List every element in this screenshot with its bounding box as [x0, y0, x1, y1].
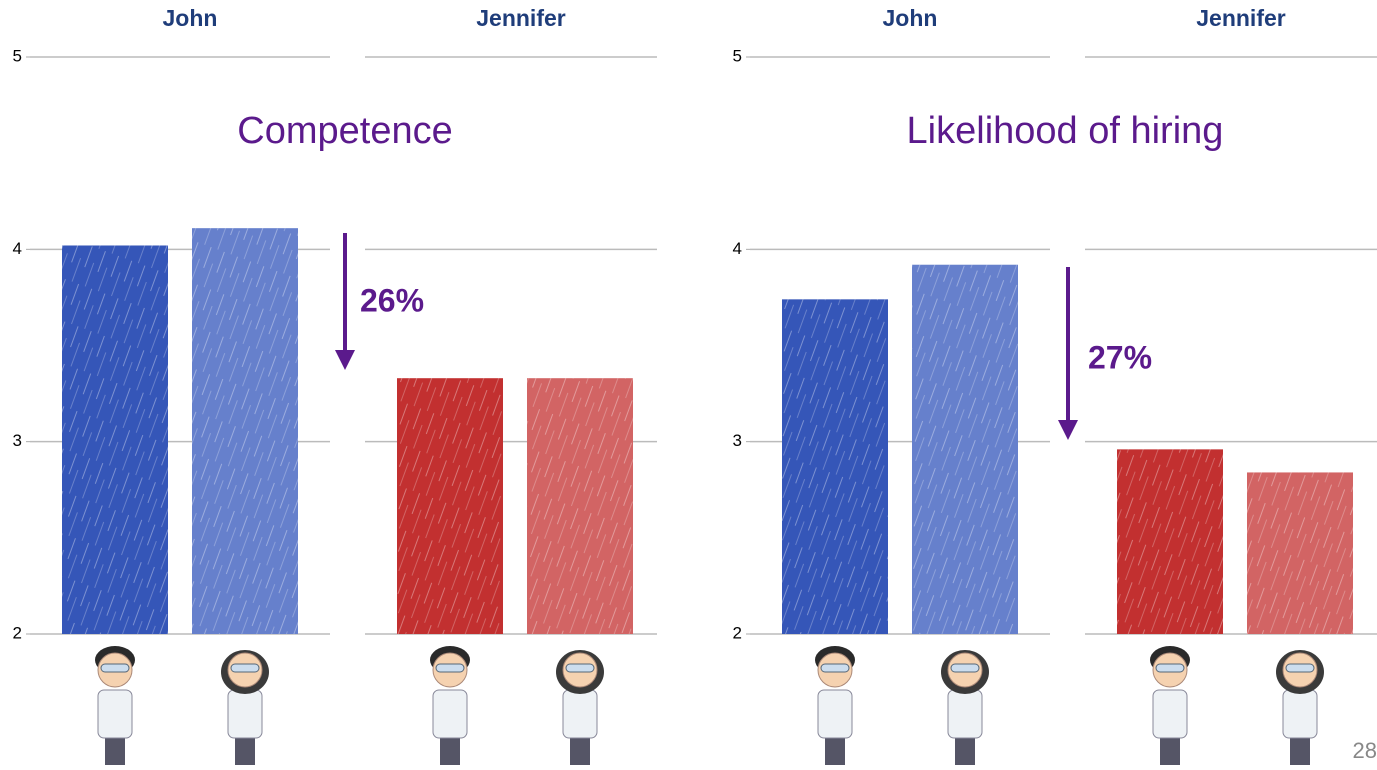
legs: [105, 730, 125, 765]
coat: [1152, 689, 1188, 739]
goggles: [1155, 663, 1185, 673]
group-label: Jennifer: [1196, 5, 1286, 31]
legs: [825, 730, 845, 765]
y-tick-label: 2: [733, 623, 742, 642]
y-tick-label: 4: [733, 239, 742, 258]
legs: [570, 730, 590, 765]
y-tick-label: 3: [13, 431, 22, 450]
coat: [947, 689, 983, 739]
goggles: [230, 663, 260, 673]
legs: [235, 730, 255, 765]
group-label: John: [883, 5, 938, 31]
bar-texture: [192, 228, 298, 634]
coat: [1282, 689, 1318, 739]
bar-texture: [397, 378, 503, 634]
coat: [227, 689, 263, 739]
legs: [955, 730, 975, 765]
scientist-icon: [1150, 646, 1190, 765]
scientist-icon: [941, 650, 989, 765]
y-tick-label: 4: [13, 239, 22, 258]
goggles: [435, 663, 465, 673]
bar-texture: [62, 245, 168, 634]
goggles: [565, 663, 595, 673]
y-tick-label: 5: [733, 46, 742, 65]
scientist-icon: [221, 650, 269, 765]
bar-texture: [527, 378, 633, 634]
goggles: [950, 663, 980, 673]
coat: [432, 689, 468, 739]
bar-texture: [1247, 472, 1353, 634]
scientist-icon: [556, 650, 604, 765]
group-label: Jennifer: [476, 5, 566, 31]
legs: [440, 730, 460, 765]
scientist-icon: [95, 646, 135, 765]
chart-title: Likelihood of hiring: [907, 110, 1224, 152]
coat: [97, 689, 133, 739]
goggles: [1285, 663, 1315, 673]
bar-texture: [912, 264, 1018, 634]
goggles: [100, 663, 130, 673]
group-label: John: [163, 5, 218, 31]
annotation: 27%: [1088, 339, 1152, 375]
coat: [562, 689, 598, 739]
scientist-icon: [1276, 650, 1324, 765]
coat: [817, 689, 853, 739]
bar-texture: [1117, 449, 1223, 634]
y-tick-label: 2: [13, 623, 22, 642]
legs: [1290, 730, 1310, 765]
goggles: [820, 663, 850, 673]
scientist-icon: [815, 646, 855, 765]
y-tick-label: 5: [13, 46, 22, 65]
annotation: 26%: [360, 282, 424, 318]
chart-title: Competence: [237, 110, 452, 152]
bar-texture: [782, 299, 888, 634]
legs: [1160, 730, 1180, 765]
scientist-icon: [430, 646, 470, 765]
page-number: 28: [1353, 738, 1377, 763]
y-tick-label: 3: [733, 431, 742, 450]
